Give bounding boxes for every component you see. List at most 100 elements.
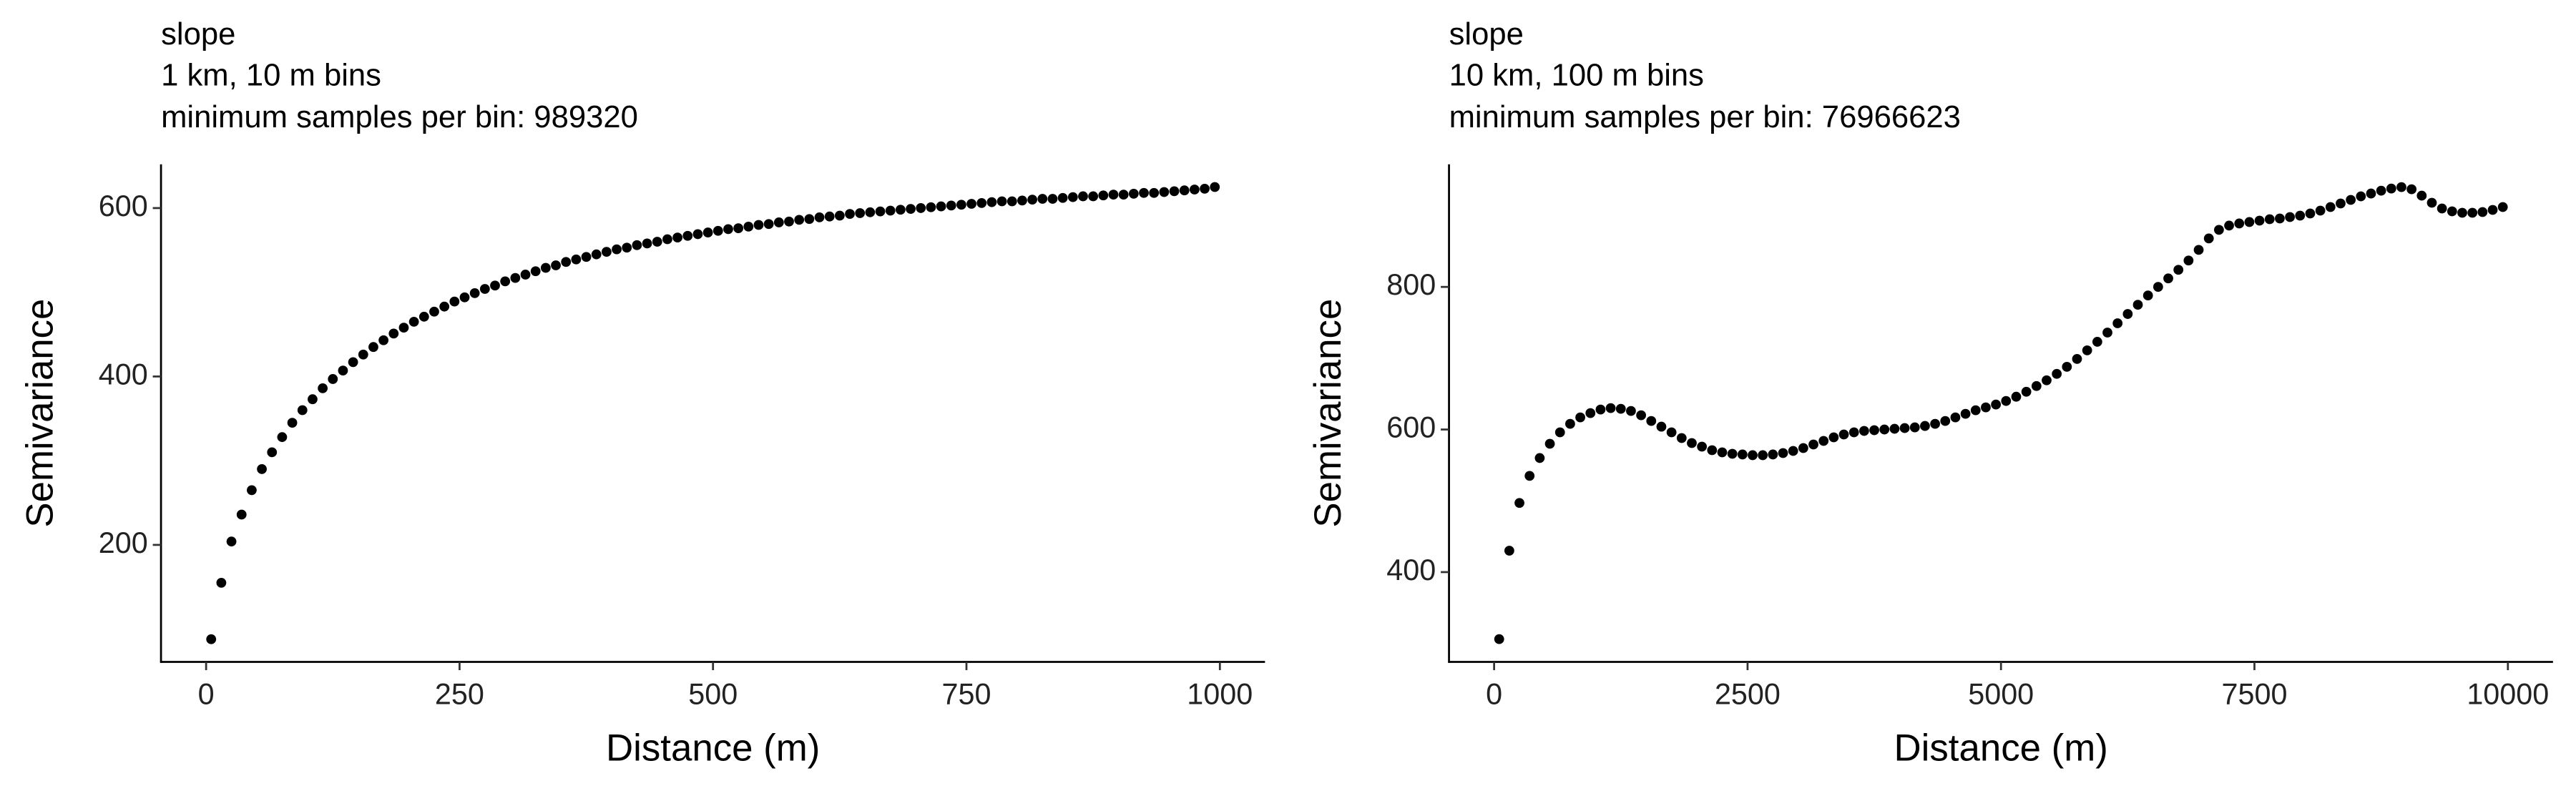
point <box>2092 337 2102 347</box>
point <box>1879 424 1890 435</box>
point <box>2122 309 2133 319</box>
point <box>2497 202 2508 212</box>
point <box>1899 423 1910 433</box>
point <box>1970 405 1981 416</box>
point <box>1078 191 1088 202</box>
y-tick-label: 800 <box>1386 268 1436 301</box>
point <box>1128 189 1139 199</box>
point <box>1017 195 1027 206</box>
point <box>1494 634 1504 644</box>
chart-subtitle: 1 km, 10 m bins <box>161 59 381 93</box>
point <box>956 200 966 210</box>
point <box>1575 412 1585 423</box>
point <box>216 577 227 588</box>
chart-subtitle: 10 km, 100 m bins <box>1449 59 1704 93</box>
point <box>591 249 602 260</box>
point <box>2295 210 2306 221</box>
point <box>2437 203 2447 214</box>
point <box>2021 386 2032 397</box>
point <box>1149 187 1160 198</box>
point <box>814 212 825 222</box>
point <box>2477 207 2488 217</box>
point <box>753 220 764 230</box>
point <box>2193 245 2204 255</box>
point <box>855 208 866 218</box>
point <box>1504 546 1514 556</box>
point <box>1788 446 1798 456</box>
point <box>1676 433 1687 443</box>
point <box>642 238 652 249</box>
point <box>1139 187 1149 198</box>
point <box>2224 220 2234 231</box>
point <box>632 240 642 250</box>
point <box>530 266 541 277</box>
point <box>2031 380 2042 391</box>
point <box>2416 190 2427 201</box>
point <box>773 217 784 227</box>
point <box>1057 192 1068 203</box>
point <box>2487 205 2498 215</box>
point <box>1067 192 1078 202</box>
point <box>257 464 267 474</box>
point <box>226 536 237 547</box>
point <box>348 357 358 368</box>
point <box>408 316 419 327</box>
x-tick-label: 1000 <box>1187 678 1253 711</box>
point <box>1200 183 1210 194</box>
point <box>682 230 693 241</box>
point <box>1210 182 1220 192</box>
point <box>1717 447 1728 458</box>
x-tick-label: 250 <box>435 678 484 711</box>
point <box>561 257 572 267</box>
point <box>2072 353 2082 364</box>
point <box>449 296 460 307</box>
y-tick-label: 400 <box>99 358 148 390</box>
point <box>2214 225 2224 235</box>
point <box>318 383 328 393</box>
point <box>834 210 845 221</box>
y-tick-label: 400 <box>1386 554 1436 586</box>
chart-title: slope <box>1449 17 1524 51</box>
point <box>692 229 703 240</box>
y-axis-label: Semivariance <box>19 299 62 528</box>
point <box>926 202 936 212</box>
point <box>2142 290 2153 301</box>
point <box>966 199 976 209</box>
point <box>2457 207 2467 218</box>
point <box>895 205 906 215</box>
point <box>865 207 876 217</box>
point <box>2112 318 2123 328</box>
point <box>1565 418 1575 429</box>
point <box>1981 402 1991 413</box>
point <box>1858 426 1869 436</box>
x-axis-label: Distance (m) <box>1894 727 2108 770</box>
x-tick-label: 5000 <box>1968 678 2034 711</box>
x-tick-label: 750 <box>942 678 991 711</box>
point <box>2254 215 2265 226</box>
point <box>672 232 682 243</box>
point <box>418 311 429 322</box>
point <box>1707 445 1718 456</box>
chart-title: slope <box>161 17 235 51</box>
x-tick-label: 500 <box>688 678 738 711</box>
point <box>500 276 511 287</box>
point <box>1605 403 1616 413</box>
point <box>612 244 622 255</box>
point <box>540 262 551 273</box>
point <box>652 237 662 247</box>
point <box>1909 422 1920 433</box>
y-axis-label: Semivariance <box>1307 299 1349 528</box>
point <box>1808 439 1818 450</box>
x-tick-label: 0 <box>198 678 215 711</box>
point <box>702 227 713 237</box>
point <box>277 432 288 443</box>
point <box>1666 427 1677 438</box>
point <box>784 216 794 227</box>
y-tick-label: 600 <box>99 190 148 222</box>
point <box>743 221 754 232</box>
point <box>2356 191 2366 202</box>
point <box>804 214 815 225</box>
point <box>1514 498 1524 508</box>
point <box>236 509 247 520</box>
point <box>2102 328 2112 338</box>
